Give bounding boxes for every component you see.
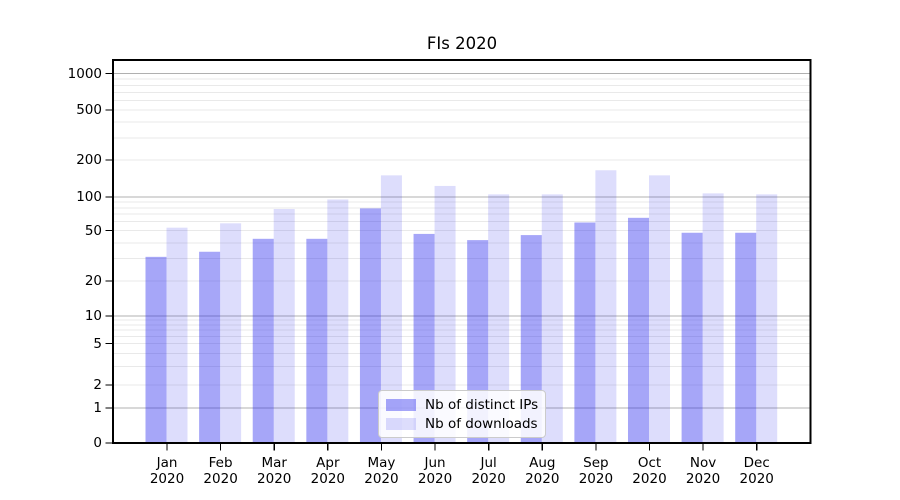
bar-downloads-mar	[273, 209, 295, 443]
bar-downloads-sep	[595, 170, 617, 444]
bar-downloads-dec	[756, 194, 778, 443]
legend-item-distinct-ips: Nb of distinct IPs	[386, 396, 539, 413]
x-tick-label-feb: Feb 2020	[203, 455, 238, 487]
x-tick-label-jun: Jun 2020	[417, 455, 453, 487]
bar-downloads-aug	[541, 194, 563, 443]
chart-title: FIs 2020	[426, 34, 498, 53]
bar-downloads-oct	[648, 175, 670, 443]
bar-downloads-jun	[434, 185, 456, 443]
x-tick-label-dec: Dec 2020	[739, 455, 774, 487]
x-tick-label-mar: Mar 2020	[257, 455, 292, 487]
bar-distinct_ips-feb	[199, 251, 221, 443]
bar-downloads-jan	[166, 227, 188, 443]
x-tick-label-oct: Oct 2020	[632, 455, 667, 487]
axis-ticks	[105, 72, 758, 451]
minor-gridlines	[113, 78, 811, 386]
chart-legend: Nb of distinct IPs Nb of downloads	[378, 390, 546, 438]
legend-label-downloads: Nb of downloads	[425, 415, 538, 432]
legend-swatch-downloads	[386, 417, 416, 430]
y-tick-label-2: 2	[93, 377, 102, 393]
y-tick-label-5: 5	[93, 335, 102, 352]
x-tick-label-aug: Aug 2020	[525, 455, 560, 487]
bar-distinct_ips-mar	[252, 238, 274, 443]
bar-distinct_ips-oct	[627, 217, 649, 443]
bar-downloads-apr	[327, 199, 349, 443]
y-tick-label-1: 1	[93, 400, 102, 416]
x-tick-label-sep: Sep 2020	[578, 455, 614, 487]
y-tick-label-1000: 1000	[67, 65, 102, 82]
y-tick-label-200: 200	[76, 152, 102, 168]
bar-distinct_ips-nov	[681, 232, 703, 443]
plot-border	[112, 59, 812, 444]
bar-downloads-nov	[702, 193, 724, 443]
x-tick-label-apr: Apr 2020	[310, 455, 345, 487]
x-tick-label-nov: Nov 2020	[685, 455, 721, 487]
x-tick-label-may: May 2020	[364, 455, 399, 487]
bar-downloads-may	[380, 175, 402, 443]
y-tick-label-20: 20	[84, 273, 102, 289]
x-tick-label-jul: Jul 2020	[471, 455, 506, 487]
bar-distinct_ips-may	[359, 208, 381, 443]
bar-downloads-jul	[488, 194, 510, 443]
x-tick-label-jan: Jan 2020	[149, 455, 185, 487]
bar-distinct_ips-apr	[306, 238, 328, 443]
y-tick-label-100: 100	[76, 189, 102, 205]
bar-distinct_ips-jan	[145, 256, 167, 443]
legend-label-distinct-ips: Nb of distinct IPs	[425, 396, 539, 413]
y-tick-label-0: 0	[93, 435, 102, 451]
bar-downloads-feb	[220, 223, 242, 443]
y-tick-label-50: 50	[84, 222, 102, 239]
y-tick-label-10: 10	[84, 308, 102, 324]
bar-distinct_ips-dec	[735, 232, 757, 443]
legend-swatch-distinct-ips	[386, 398, 416, 411]
y-tick-label-500: 500	[76, 102, 102, 118]
bar-distinct_ips-sep	[574, 222, 596, 443]
legend-item-downloads: Nb of downloads	[386, 415, 538, 432]
